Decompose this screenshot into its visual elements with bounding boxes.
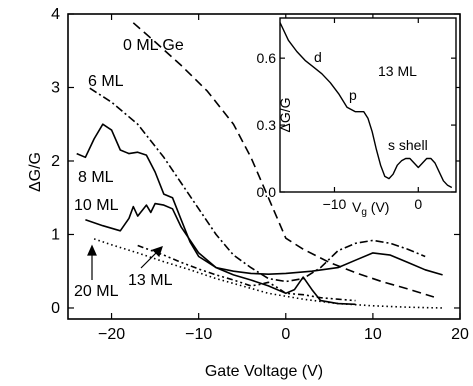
main-series-line-3 (85, 202, 356, 306)
inset-ytick-label: 0.6 (257, 50, 277, 66)
label-0ml: 0 ML Ge (123, 37, 184, 54)
arrow-20ml (87, 244, 97, 280)
main-xtick-label: 10 (364, 326, 382, 343)
main-series-line-2 (76, 123, 443, 276)
inset-series-line-0 (279, 22, 453, 189)
main-xtick-label: −10 (185, 326, 212, 343)
label-13ml: 13 ML (128, 272, 173, 289)
main-ytick-label: 0 (51, 300, 60, 317)
inset-ytick-label: 0.0 (257, 184, 277, 200)
label-10ml: 10 ML (74, 197, 119, 214)
main-ytick-label: 3 (51, 79, 60, 96)
inset-title: 13 ML (378, 63, 417, 79)
main-series-line-5 (137, 244, 356, 302)
main-xtick-label: −20 (98, 326, 125, 343)
main-ytick-label: 1 (51, 226, 60, 243)
arrow-13ml (140, 246, 163, 269)
inset-series (279, 22, 453, 189)
main-xtick-label: 0 (281, 326, 290, 343)
inset-frame (279, 17, 457, 193)
inset-ytick-label: 0.3 (257, 117, 277, 133)
main-xtick-label: 20 (451, 326, 469, 343)
inset-xtick-label: −10 (323, 196, 347, 212)
main-ytick-label: 4 (51, 6, 60, 23)
inset-ylabel: ΔG/G (277, 97, 293, 132)
main-plot-frame (67, 13, 461, 320)
main-series (76, 22, 443, 309)
main-series-line-4 (93, 238, 443, 309)
inset-xtick-label: 0 (414, 196, 422, 212)
label-8ml: 8 ML (78, 169, 114, 186)
main-series-line-1 (89, 87, 426, 283)
inset-annot-s: s shell (388, 137, 428, 153)
label-20ml: 20 ML (74, 283, 119, 300)
main-ylabel: ΔG/G (27, 152, 44, 192)
main-xlabel: Gate Voltage (V) (205, 363, 323, 380)
main-ytick-label: 2 (51, 153, 60, 170)
inset-xlabel: Vg (V) (352, 199, 389, 218)
main-ticks: −20 −10 0 10 20 0 1 2 3 4 (51, 6, 469, 343)
inset-annot-p: p (349, 87, 357, 103)
inset-ticks: −10 0 0.0 0.3 0.6 (257, 18, 456, 212)
inset-annot-d: d (314, 49, 322, 65)
label-6ml: 6 ML (88, 73, 124, 90)
main-series-line-0 (132, 22, 435, 298)
